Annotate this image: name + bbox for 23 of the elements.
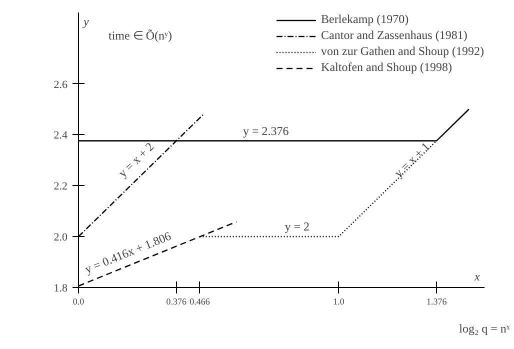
legend-label: Kaltofen and Shoup (1998) [321, 60, 452, 75]
y-tick-label: 2.0 [54, 232, 68, 244]
y-tick-label: 2.6 [54, 78, 68, 91]
annotation: time ∈ Õ(nʸ) [108, 28, 172, 42]
x-tick-label: 0.466 [190, 296, 210, 306]
x-tick-label: 1.0 [333, 296, 345, 306]
legend-label: Berlekamp (1970) [321, 12, 409, 27]
y-tick-label: 1.8 [54, 282, 68, 294]
legend-label: Cantor and Zassenhaus (1981) [321, 28, 468, 43]
text: log₂ q = nˣ [459, 322, 510, 336]
annotation: y = 2 [284, 220, 310, 234]
annotation: y = x + 1 [391, 140, 432, 180]
x-tick-label: 1.376 [426, 296, 448, 306]
annotation: y = 2.376 [243, 124, 289, 138]
annotation: y = 0.416x + 1.806 [82, 228, 173, 276]
x-axis-title: x [474, 270, 480, 284]
legend-label: von zur Gathen and Shoup (1992) [321, 44, 484, 59]
x-tick-label: 0.376 [166, 296, 187, 306]
y-axis-title: y [82, 14, 90, 28]
x-tick-label: 0.0 [72, 296, 85, 306]
y-tick-label: 2.4 [54, 130, 68, 142]
y-tick-label: 2.2 [54, 180, 68, 193]
annotation: y = x + 2 [116, 140, 156, 180]
